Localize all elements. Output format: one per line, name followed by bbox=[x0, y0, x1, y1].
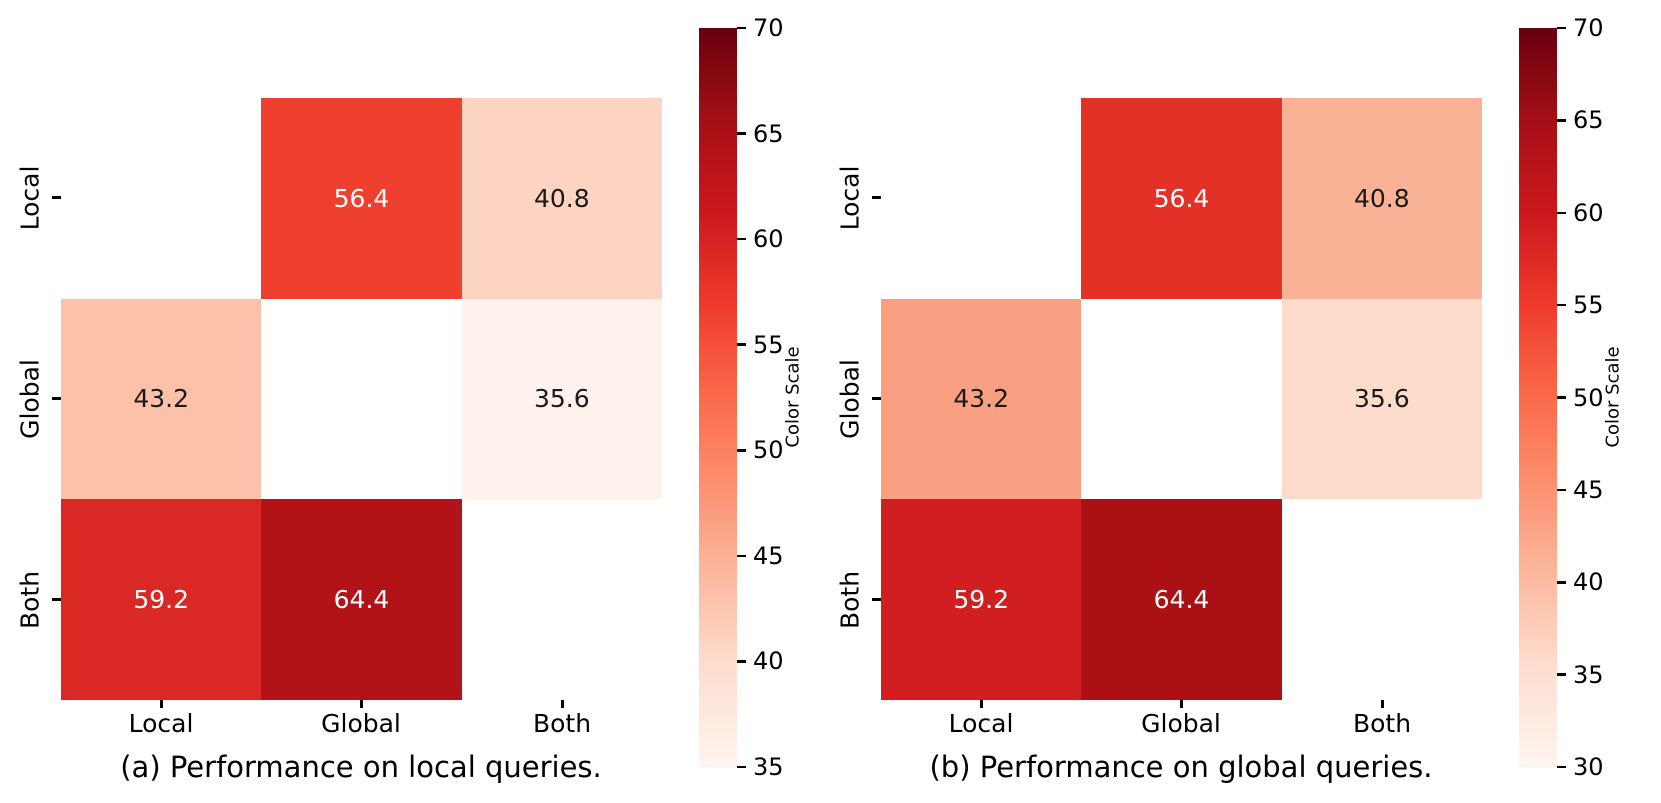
y-axis-label-a-local: Local bbox=[15, 165, 45, 231]
colorbar-tick-label: 30 bbox=[1573, 753, 1604, 781]
colorbar-tick-label: 50 bbox=[1573, 383, 1604, 412]
cell-a-local-global: 56.4 bbox=[261, 98, 462, 299]
y-tick-mark bbox=[52, 196, 61, 199]
colorbar-tick-mark bbox=[737, 660, 746, 663]
colorbar-tick-mark bbox=[737, 26, 746, 30]
cell-a-global-both: 35.6 bbox=[461, 298, 662, 500]
colorbar-tick-label: 35 bbox=[1573, 660, 1604, 689]
cell-b-local-both: 40.8 bbox=[1281, 98, 1482, 299]
colorbar-tick-mark bbox=[737, 343, 746, 346]
colorbar-tick-label: 55 bbox=[753, 330, 784, 359]
cell-a-global-global bbox=[261, 298, 462, 500]
cell-a-local-both: 40.8 bbox=[461, 98, 662, 299]
x-axis-label-b-both: Both bbox=[1352, 709, 1412, 738]
colorbar-tick-label: 45 bbox=[1573, 475, 1604, 504]
colorbar-ticks-b: 70 65 60 55 50 45 40 35 30 bbox=[1557, 16, 1627, 779]
cell-a-both-both bbox=[461, 499, 662, 700]
colorbar-tick-label: 65 bbox=[753, 119, 784, 148]
x-tick-mark bbox=[1381, 700, 1384, 708]
colorbar-tick-label: 65 bbox=[1573, 106, 1604, 135]
colorbar-tick-mark bbox=[737, 132, 746, 135]
x-tick-mark bbox=[160, 700, 163, 708]
colorbar-tick-label: 35 bbox=[753, 753, 784, 781]
colorbar-tick-mark bbox=[1557, 581, 1566, 584]
colorbar-tick-label: 50 bbox=[753, 436, 784, 465]
colorbar-tick-label: 60 bbox=[753, 225, 784, 254]
x-tick-mark bbox=[1180, 700, 1183, 708]
y-axis-label-b-local: Local bbox=[835, 165, 865, 231]
colorbar-a bbox=[699, 28, 737, 767]
colorbar-tick-label: 45 bbox=[753, 541, 784, 570]
colorbar-tick-mark bbox=[1557, 211, 1566, 214]
colorbar-tick-mark bbox=[1557, 303, 1566, 307]
y-tick-mark bbox=[52, 598, 61, 601]
cell-b-global-local: 43.2 bbox=[881, 298, 1082, 500]
y-axis-label-b-both: Both bbox=[835, 570, 865, 630]
cell-b-both-global: 64.4 bbox=[1081, 499, 1282, 700]
cell-b-both-local: 59.2 bbox=[881, 499, 1082, 700]
y-tick-mark bbox=[872, 196, 881, 199]
x-axis-label-a-both: Both bbox=[532, 709, 592, 738]
x-axis-label-a-global: Global bbox=[321, 709, 401, 738]
heatmap-figure-a: 56.4 40.8 43.2 35.6 59.2 64.4 Local Glob… bbox=[15, 16, 807, 784]
y-tick-mark bbox=[872, 397, 881, 400]
colorbar-tick-label: 40 bbox=[753, 647, 784, 676]
x-axis-label-b-local: Local bbox=[948, 709, 1014, 738]
colorbar-b bbox=[1519, 28, 1557, 767]
colorbar-tick-mark bbox=[737, 449, 746, 452]
colorbar-tick-label: 40 bbox=[1573, 568, 1604, 597]
cell-b-global-global bbox=[1081, 298, 1282, 500]
colorbar-axis-label-b: Color Scale bbox=[1602, 346, 1624, 448]
colorbar-tick-label: 70 bbox=[1573, 14, 1604, 42]
colorbar-tick-mark bbox=[1557, 396, 1566, 399]
heatmap-figure-b: 56.4 40.8 43.2 35.6 59.2 64.4 Local Glob… bbox=[820, 0, 1661, 803]
cell-b-global-both: 35.6 bbox=[1281, 298, 1482, 500]
x-axis-label-a-local: Local bbox=[128, 709, 194, 738]
colorbar-tick-mark bbox=[1557, 765, 1566, 769]
colorbar-tick-label: 60 bbox=[1573, 198, 1604, 227]
y-axis-label-b-global: Global bbox=[835, 359, 865, 439]
colorbar-tick-mark bbox=[737, 554, 746, 558]
x-axis-label-b-global: Global bbox=[1141, 709, 1221, 738]
cell-a-both-global: 64.4 bbox=[261, 499, 462, 700]
colorbar-tick-mark bbox=[1557, 26, 1566, 30]
colorbar-tick-mark bbox=[1557, 119, 1566, 122]
y-tick-mark bbox=[872, 598, 881, 601]
x-tick-mark bbox=[980, 700, 983, 708]
cell-a-both-local: 59.2 bbox=[61, 499, 262, 700]
y-axis-label-a-both: Both bbox=[15, 570, 45, 630]
cell-b-local-global: 56.4 bbox=[1081, 98, 1282, 299]
x-tick-mark bbox=[360, 700, 363, 708]
x-tick-mark bbox=[561, 700, 564, 708]
colorbar-tick-label: 55 bbox=[1573, 291, 1604, 320]
colorbar-tick-mark bbox=[737, 237, 746, 241]
cell-a-local-local bbox=[61, 98, 262, 299]
cell-a-global-local: 43.2 bbox=[61, 298, 262, 500]
colorbar-tick-mark bbox=[737, 765, 746, 769]
y-tick-mark bbox=[52, 397, 61, 400]
colorbar-axis-label-a: Color Scale bbox=[782, 346, 804, 448]
cell-b-both-both bbox=[1281, 499, 1482, 700]
y-axis-label-a-global: Global bbox=[15, 359, 45, 439]
colorbar-tick-mark bbox=[1557, 488, 1566, 492]
cell-b-local-local bbox=[881, 98, 1082, 299]
colorbar-ticks-a: 70 65 60 55 50 45 40 35 bbox=[737, 16, 807, 779]
heatmap-grid-a: 56.4 40.8 43.2 35.6 59.2 64.4 bbox=[61, 98, 662, 700]
heatmap-grid-b: 56.4 40.8 43.2 35.6 59.2 64.4 bbox=[881, 98, 1482, 700]
subfigure-caption-b: (b) Performance on global queries. bbox=[929, 750, 1433, 784]
colorbar-tick-mark bbox=[1557, 673, 1566, 676]
subfigure-caption-a: (a) Performance on local queries. bbox=[120, 750, 602, 784]
colorbar-tick-label: 70 bbox=[753, 14, 784, 42]
